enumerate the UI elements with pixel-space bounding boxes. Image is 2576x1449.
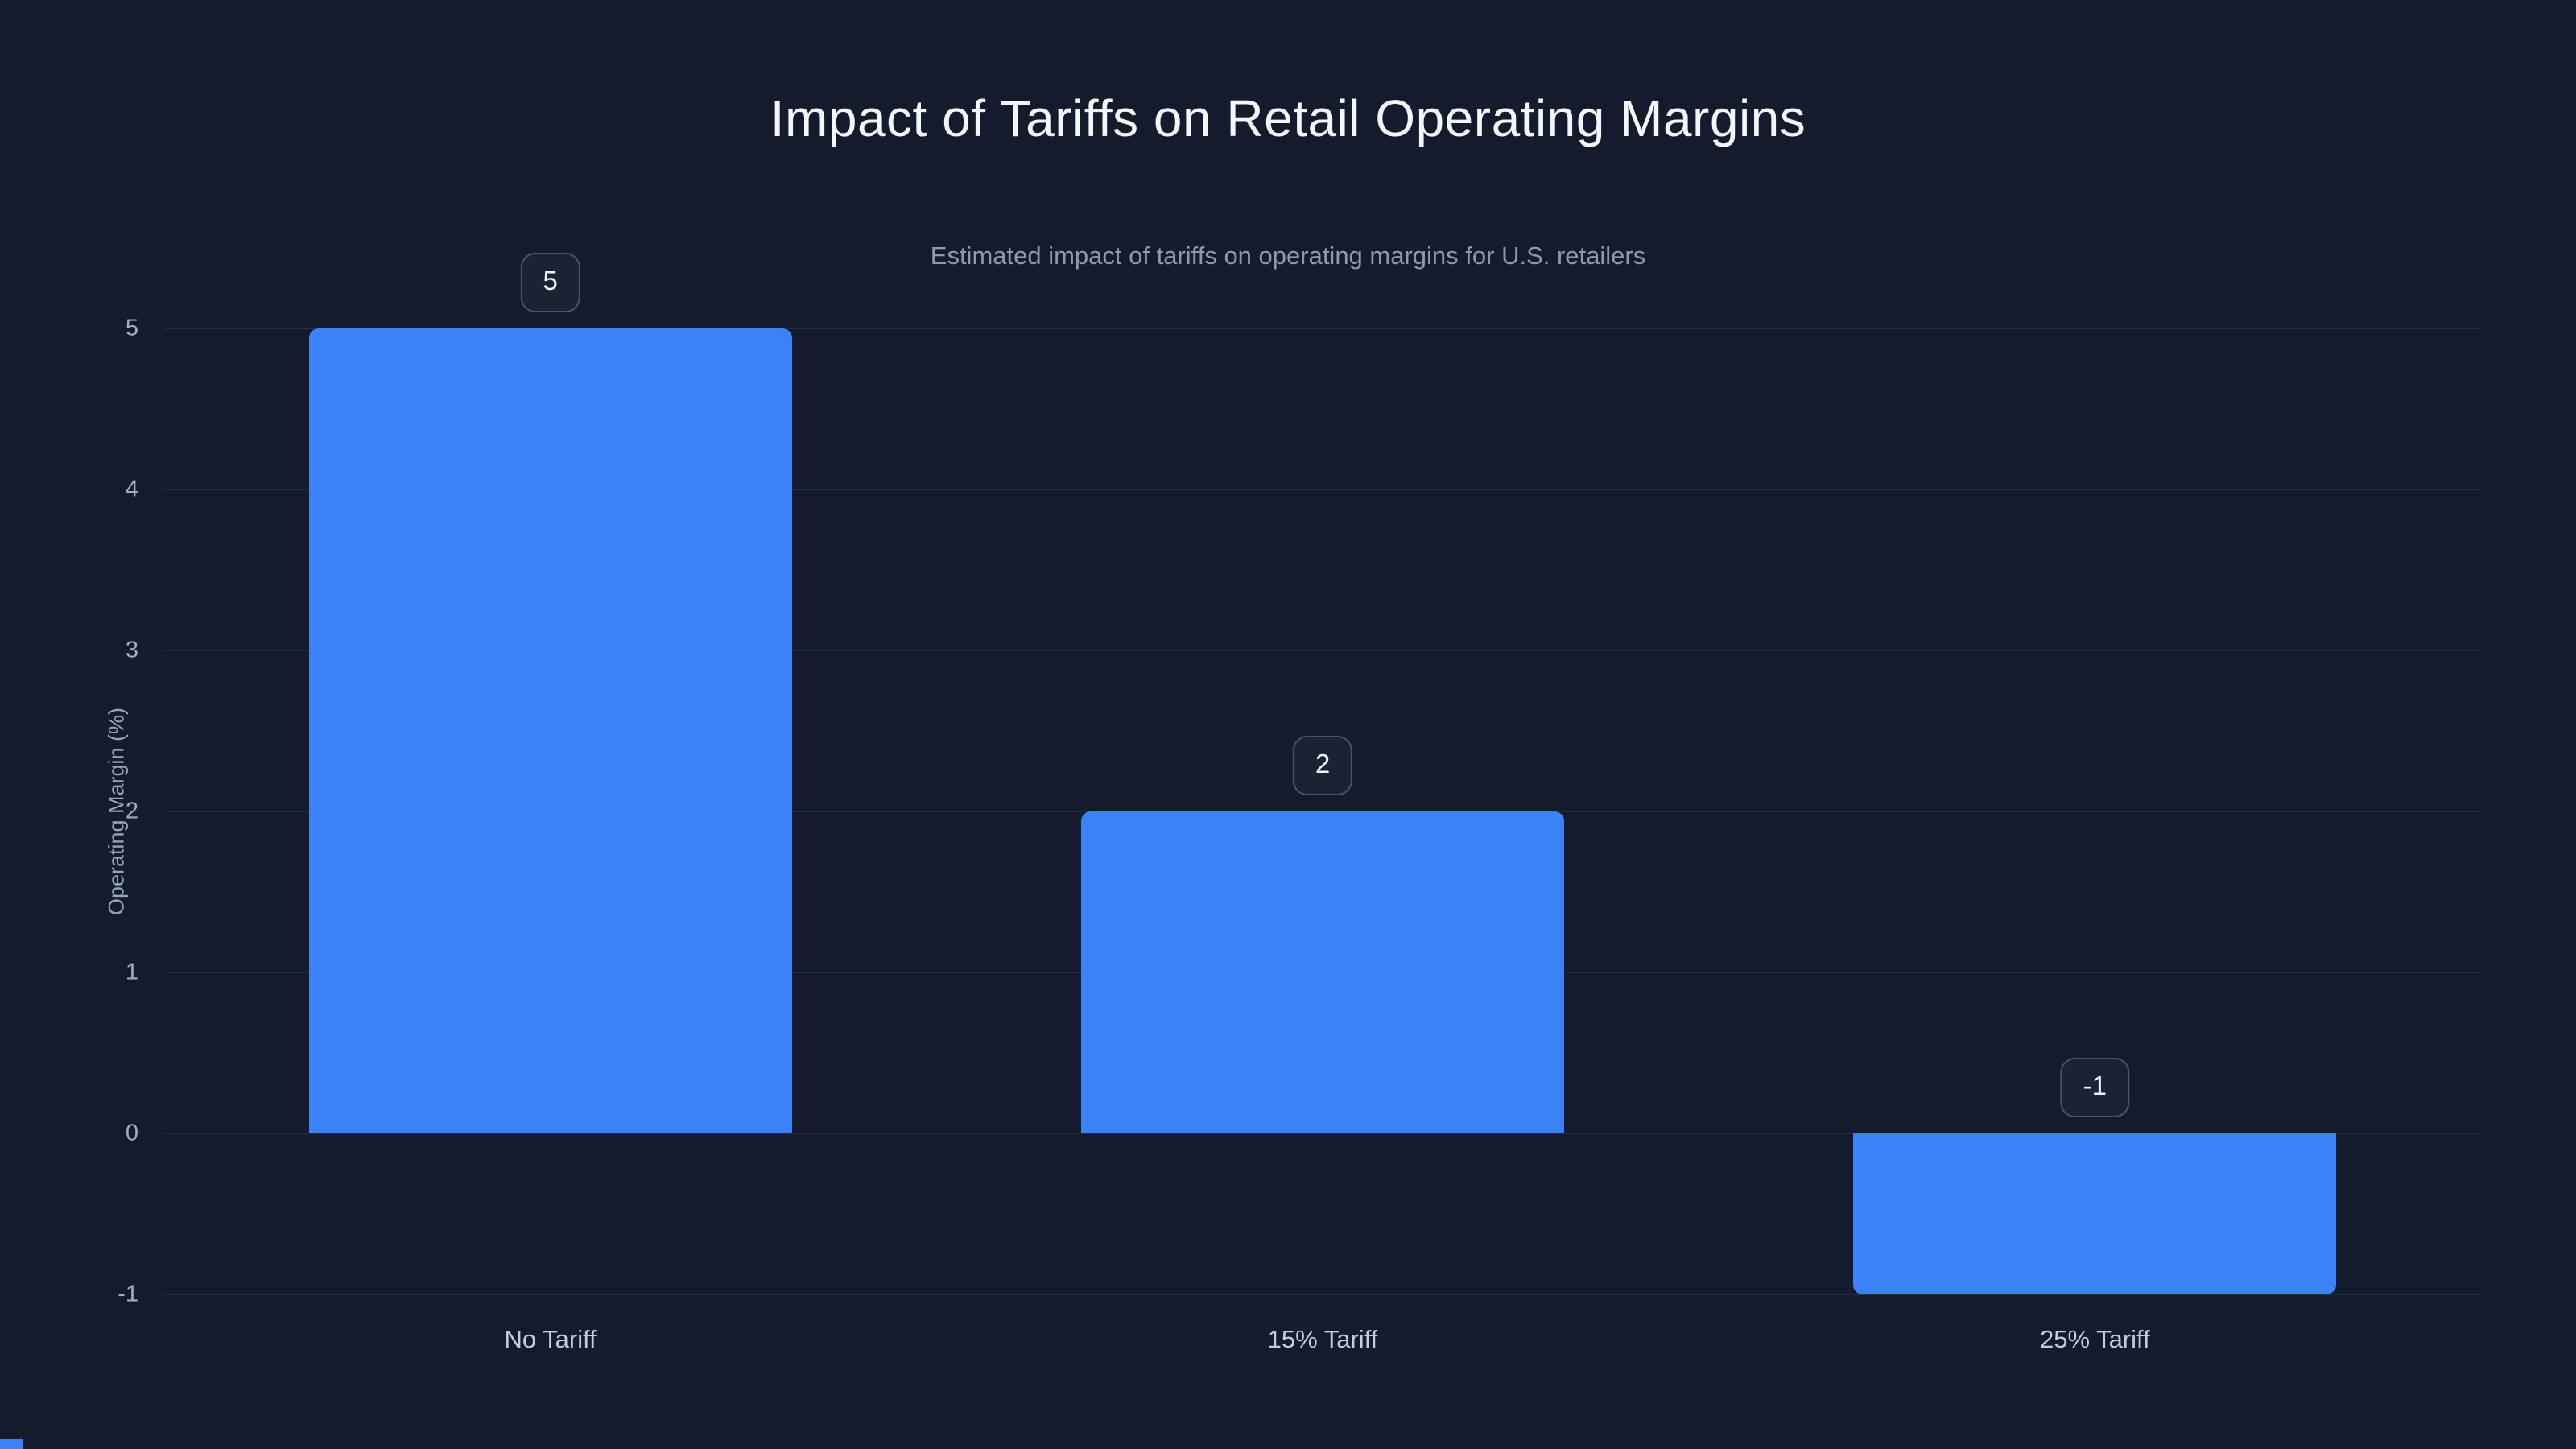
gridline [164,650,2481,651]
y-tick-label: 0 [125,1120,138,1146]
y-tick-label: 3 [125,637,138,663]
value-label-badge: -1 [2060,1058,2129,1117]
x-tick-label: No Tariff [504,1325,597,1353]
y-tick-label: 1 [125,959,138,985]
gridline [164,328,2481,329]
y-tick-label: 2 [125,798,138,824]
chart-title: Impact of Tariffs on Retail Operating Ma… [770,89,1806,147]
bottom-left-accent [0,1439,23,1449]
bar-no-tariff [308,328,792,1133]
gridline [164,1294,2481,1295]
x-tick-label: 15% Tariff [1267,1325,1378,1353]
chart-subtitle: Estimated impact of tariffs on operating… [930,242,1646,270]
bar-25-tariff [1853,1133,2337,1294]
value-label-badge: 5 [520,253,580,312]
plot-area: 5 4 3 2 1 0 -1 5 No Tariff 2 15% Tariff -1 25% Tarif… [118,253,2481,1353]
value-label-badge: 2 [1292,736,1353,795]
y-tick-label: 4 [125,476,138,502]
bar-15-tariff [1081,811,1564,1133]
x-tick-label: 25% Tariff [2039,1325,2150,1353]
gridline [164,1133,2481,1134]
gridline [164,489,2481,490]
y-tick-label: 5 [125,315,138,341]
y-tick-label: -1 [118,1281,138,1307]
